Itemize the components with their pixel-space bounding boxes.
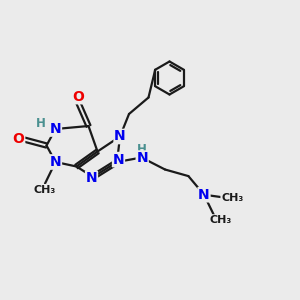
Text: N: N [136,151,148,165]
Text: O: O [72,90,84,104]
Text: N: N [198,188,210,202]
Text: H: H [36,117,46,130]
Text: O: O [13,133,25,146]
Text: N: N [86,172,97,185]
Text: N: N [113,153,124,166]
Text: CH₃: CH₃ [34,184,56,195]
Text: N: N [114,130,126,143]
Text: N: N [50,155,61,169]
Text: H: H [137,142,146,156]
Text: N: N [50,122,61,136]
Text: CH₃: CH₃ [221,193,243,203]
Text: CH₃: CH₃ [210,215,232,225]
